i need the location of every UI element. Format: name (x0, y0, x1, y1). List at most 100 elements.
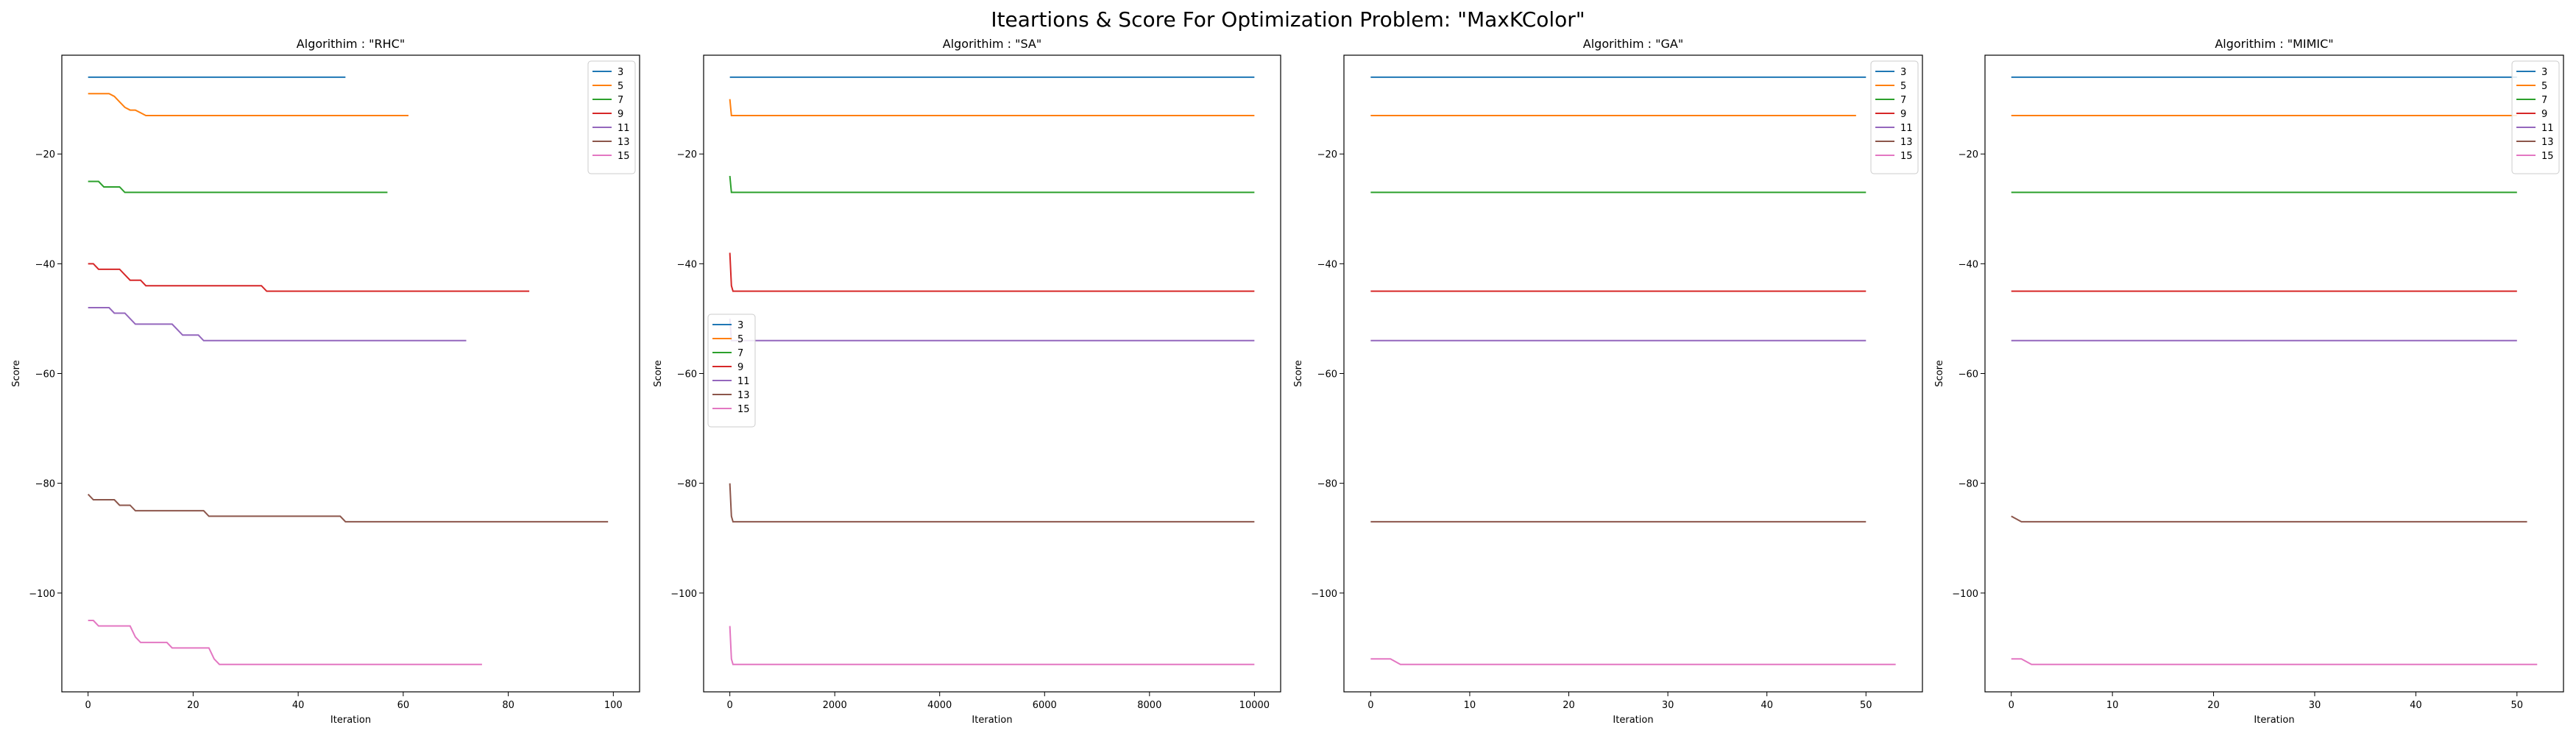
legend: 3 5 7 9 11 13 15 (587, 60, 636, 174)
legend-label-11: 11 (1900, 123, 1913, 134)
y-axis-label: Score (653, 360, 664, 386)
x-tick-label: 6000 (1033, 700, 1057, 711)
x-tick-label: 40 (2410, 700, 2422, 711)
series-line-7 (88, 180, 388, 194)
x-tick-label: 20 (1563, 700, 1575, 711)
x-tick-label: 0 (726, 700, 732, 711)
legend-label-15: 15 (618, 151, 630, 162)
legend-label-9: 9 (737, 362, 743, 373)
legend-label-5: 5 (2541, 81, 2547, 92)
x-tick-label: 0 (85, 700, 91, 711)
legend-label-9: 9 (1900, 109, 1906, 120)
y-axis-label: Score (11, 360, 22, 386)
legend-label-15: 15 (1900, 151, 1913, 162)
y-tick-label: −20 (1317, 149, 1337, 160)
legend-label-13: 13 (618, 137, 630, 148)
plot-frame (1343, 54, 1923, 693)
x-tick-label: 40 (1761, 700, 1773, 711)
legend-label-9: 9 (2541, 109, 2547, 120)
subplot-title: Algorithim : "RHC" (297, 37, 405, 51)
x-axis-label: Iteration (1613, 715, 1653, 726)
series-line-11 (88, 307, 467, 342)
legend-label-5: 5 (1900, 81, 1906, 92)
subplot-0: Algorithim : "RHC" 0 20 40 60 80 100 −100 −80 −60… (11, 37, 640, 726)
x-tick-label: 2000 (823, 700, 847, 711)
y-tick-label: −60 (1317, 369, 1337, 381)
legend-label-7: 7 (2541, 95, 2547, 106)
y-tick-label: −60 (677, 369, 697, 381)
x-tick-label: 80 (502, 700, 514, 711)
x-tick-label: 10000 (1239, 700, 1270, 711)
legend-label-5: 5 (618, 81, 623, 92)
series-line-13 (87, 493, 609, 523)
y-tick-label: −100 (29, 589, 55, 600)
legend-box (587, 60, 636, 174)
legend: 3 5 7 9 11 13 15 (1870, 60, 1919, 174)
legend-box (2511, 60, 2560, 174)
x-tick-label: 40 (292, 700, 305, 711)
series-line-13 (729, 483, 1255, 523)
subplot-1: Algorithim : "SA" 0 2000 4000 6000 8000 10000 −… (653, 37, 1281, 726)
series-line-15 (88, 620, 482, 665)
subplot-2: Algorithim : "GA" 0 10 20 30 40 50 −100 −80 −60 −4… (1293, 37, 1923, 726)
legend-label-11: 11 (737, 376, 750, 387)
x-axis-label: Iteration (972, 715, 1012, 726)
x-tick-label: 100 (604, 700, 623, 711)
legend-label-5: 5 (737, 334, 743, 345)
series-line-9 (729, 252, 1255, 292)
x-tick-label: 0 (1367, 700, 1373, 711)
y-tick-label: −20 (35, 149, 55, 160)
legend-label-3: 3 (1900, 67, 1906, 78)
x-tick-label: 50 (2511, 700, 2524, 711)
series-line-15 (1370, 658, 1896, 665)
legend-label-13: 13 (737, 390, 750, 401)
x-tick-label: 20 (2207, 700, 2220, 711)
x-tick-label: 8000 (1137, 700, 1161, 711)
subplot-3: Algorithim : "MIMIC" 0 10 20 30 40 50 −100 −80 −6… (1934, 37, 2564, 726)
y-tick-label: −80 (677, 479, 697, 490)
legend-label-13: 13 (1900, 137, 1913, 148)
legend-label-3: 3 (618, 67, 623, 78)
x-tick-label: 10 (1464, 700, 1476, 711)
x-axis-label: Iteration (2254, 715, 2294, 726)
plot-frame (1984, 54, 2564, 693)
x-tick-label: 4000 (927, 700, 952, 711)
series-line-15 (729, 626, 1255, 665)
legend-label-3: 3 (737, 320, 743, 331)
series-line-11 (729, 318, 1255, 342)
x-axis-label: Iteration (330, 715, 371, 726)
legend-label-15: 15 (737, 404, 750, 415)
y-axis-label: Score (1293, 360, 1304, 386)
legend-box (1870, 60, 1919, 174)
legend-label-7: 7 (618, 95, 623, 106)
series-line-7 (729, 175, 1255, 194)
subplot-title: Algorithim : "MIMIC" (2215, 37, 2333, 51)
y-tick-label: −60 (1958, 369, 1978, 381)
series-line-9 (88, 263, 530, 292)
x-tick-label: 60 (397, 700, 410, 711)
subplot-title: Algorithim : "SA" (943, 37, 1041, 51)
y-axis-label: Score (1934, 360, 1945, 386)
y-tick-label: −80 (35, 479, 55, 490)
x-tick-label: 50 (1860, 700, 1872, 711)
x-tick-label: 10 (2106, 700, 2119, 711)
series-line-5 (88, 93, 408, 117)
plot-frame (61, 54, 640, 693)
y-tick-label: −80 (1958, 479, 1978, 490)
y-tick-label: −80 (1317, 479, 1337, 490)
y-tick-label: −40 (1317, 259, 1337, 270)
y-tick-label: −100 (670, 589, 697, 600)
y-tick-label: −60 (35, 369, 55, 381)
figure-title: Iteartions & Score For Optimization Prob… (991, 7, 1585, 32)
legend-label-11: 11 (2541, 123, 2554, 134)
legend-box (707, 314, 756, 428)
series-line-15 (2011, 658, 2538, 665)
y-tick-label: −20 (1958, 149, 1978, 160)
legend-label-9: 9 (618, 109, 623, 120)
legend-label-3: 3 (2541, 67, 2547, 78)
x-tick-label: 30 (2309, 700, 2321, 711)
legend-label-13: 13 (2541, 137, 2554, 148)
legend: 3 5 7 9 11 13 15 (707, 314, 756, 428)
y-tick-label: −100 (1311, 589, 1337, 600)
